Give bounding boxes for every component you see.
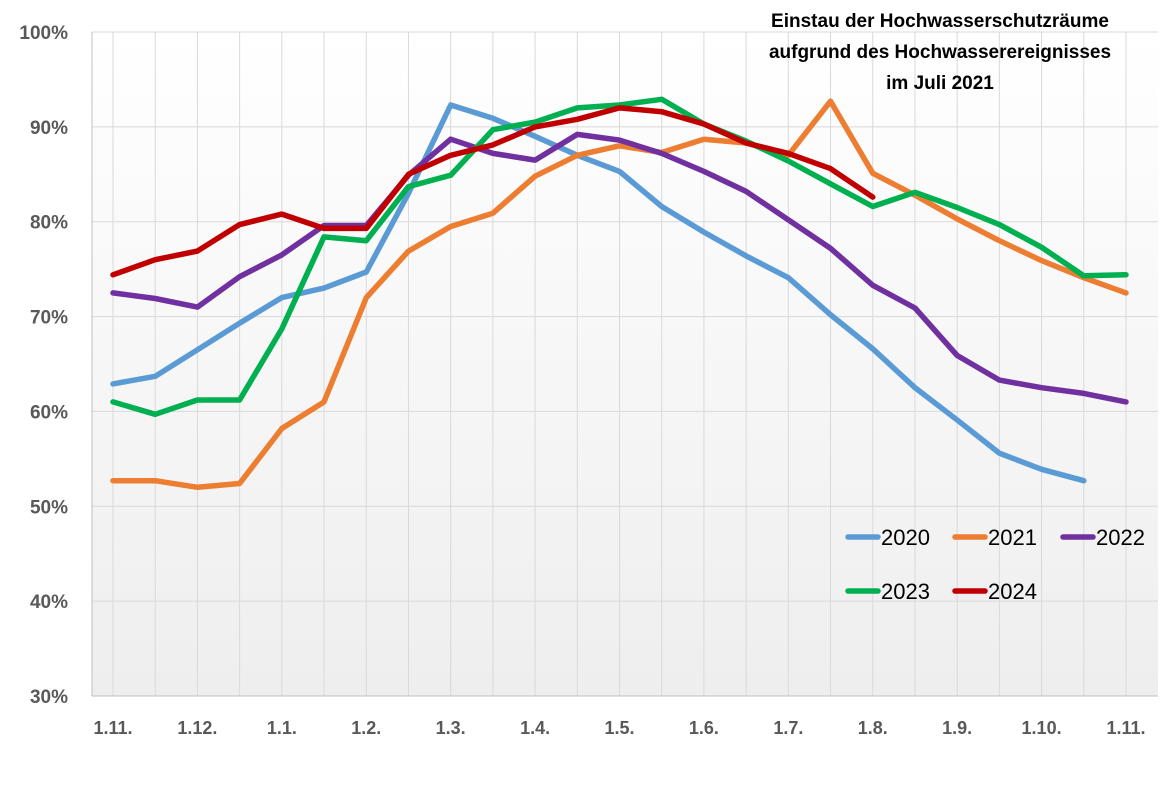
legend: 2020 2021 2022 2023 2024 xyxy=(845,525,1145,604)
x-tick-label: 1.4. xyxy=(520,718,550,738)
legend-label-2022: 2022 xyxy=(1096,525,1145,550)
series-line-2024 xyxy=(110,105,876,278)
x-tick-label: 1.9. xyxy=(942,718,972,738)
axes: 30% 40% 50% 60% 70% 80% 90% 100% 1.11. 1.12. 1.1. 1… xyxy=(19,23,1158,738)
y-tick-label: 80% xyxy=(30,213,68,234)
chart-title: Einstau der Hochwasserschutzräume aufgrun… xyxy=(769,11,1111,94)
y-tick-label: 70% xyxy=(30,308,68,329)
series-line-2022 xyxy=(110,131,1129,405)
series-line-2023 xyxy=(110,96,1129,418)
x-tick-label: 1.7. xyxy=(773,718,803,738)
x-tick-label: 1.1. xyxy=(267,718,297,738)
x-tick-label: 1.11. xyxy=(1106,718,1145,738)
gridlines xyxy=(92,31,1158,697)
y-tick-label: 40% xyxy=(30,592,68,613)
x-tick-label: 1.3. xyxy=(436,718,466,738)
x-tick-label: 1.5. xyxy=(604,718,634,738)
chart-title-line: Einstau der Hochwasserschutzräume xyxy=(771,11,1109,32)
x-tick-label: 1.10. xyxy=(1022,718,1062,738)
chart-title-line: im Juli 2021 xyxy=(886,73,994,94)
x-tick-label: 1.8. xyxy=(858,718,888,738)
legend-label-2023: 2023 xyxy=(881,579,930,604)
legend-label-2020: 2020 xyxy=(881,525,930,550)
y-tick-label: 60% xyxy=(30,402,68,423)
y-tick-label: 90% xyxy=(30,118,68,139)
chart-title-line: aufgrund des Hochwasserereignisses xyxy=(769,42,1111,63)
x-tick-label: 1.12. xyxy=(177,718,217,738)
y-tick-label: 100% xyxy=(19,23,68,44)
x-tick-label: 1.6. xyxy=(689,718,719,738)
y-tick-label: 30% xyxy=(30,687,68,708)
legend-label-2021: 2021 xyxy=(988,525,1037,550)
series-line-2021 xyxy=(110,98,1129,491)
series-lines xyxy=(110,96,1129,491)
x-tick-label: 1.11. xyxy=(93,718,132,738)
x-tick-label: 1.2. xyxy=(351,718,381,738)
series-line-2020 xyxy=(110,102,1087,484)
legend-label-2024: 2024 xyxy=(988,579,1037,604)
y-tick-label: 50% xyxy=(30,497,68,518)
